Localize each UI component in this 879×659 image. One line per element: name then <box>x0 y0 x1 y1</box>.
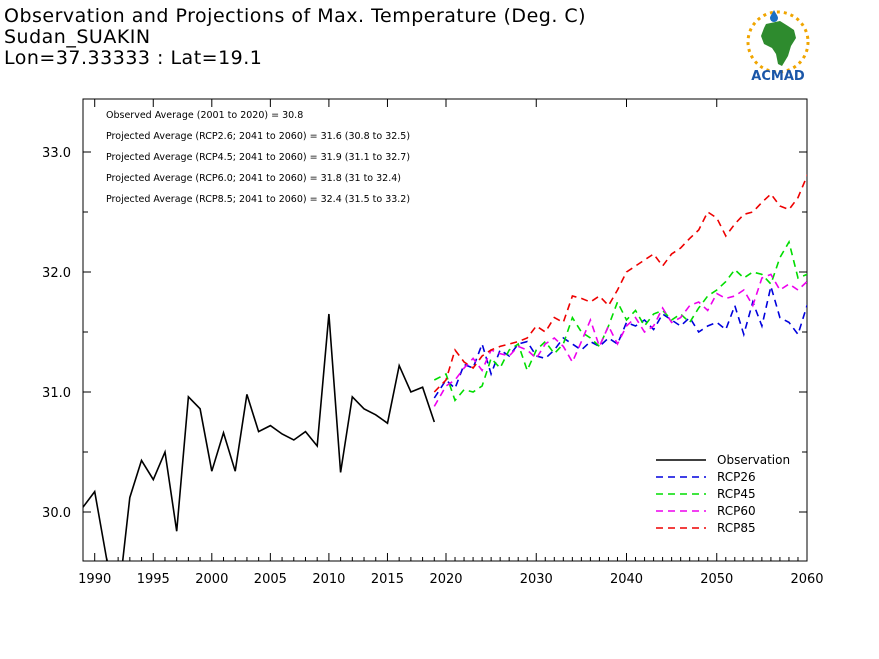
station-coordinates: Lon=37.33333 : Lat=19.1 <box>4 47 263 69</box>
annotation-text: Projected Average (RCP2.6; 2041 to 2060)… <box>106 131 410 142</box>
africa-shape <box>761 21 796 66</box>
x-tick-label: 2050 <box>700 572 733 587</box>
x-tick-label: 2030 <box>520 572 553 587</box>
x-tick-label: 2060 <box>790 572 823 587</box>
y-tick-label: 32.0 <box>42 266 71 281</box>
x-tick-label: 2000 <box>195 572 228 587</box>
x-tick-label: 2010 <box>312 572 345 587</box>
series-line-observation <box>83 313 436 561</box>
plot-frame <box>82 98 808 562</box>
legend-label: RCP85 <box>717 521 756 535</box>
legend-label: Observation <box>717 453 790 467</box>
x-tick-label: 2015 <box>371 572 404 587</box>
annotations: Observed Average (2001 to 2020) = 30.8 Pr… <box>106 110 410 205</box>
series-line-rcp85 <box>433 174 807 393</box>
x-tick-label: 2040 <box>610 572 643 587</box>
series-line-rcp60 <box>433 273 807 407</box>
y-tick-label: 31.0 <box>42 386 71 401</box>
series-line-rcp45 <box>433 239 807 402</box>
logo-text: ACMAD <box>751 69 805 84</box>
logo-rays <box>746 10 810 74</box>
series-lines <box>83 174 807 561</box>
annotation-text: Observed Average (2001 to 2020) = 30.8 <box>106 110 303 121</box>
chart-title: Observation and Projections of Max. Temp… <box>4 5 587 27</box>
water-drop-icon <box>770 10 778 22</box>
chart-header: Observation and Projections of Max. Temp… <box>4 6 586 69</box>
annotation-text: Projected Average (RCP4.5; 2041 to 2060)… <box>106 152 410 163</box>
series-line-rcp26 <box>433 286 807 399</box>
x-axis: 1990 1995 2000 2005 2010 2015 2020 2030 2040 2050… <box>78 99 824 587</box>
legend-label: RCP60 <box>717 504 756 518</box>
legend-label: RCP45 <box>717 487 756 501</box>
africa-map-logo-icon: ACMAD <box>740 8 816 84</box>
annotation-text: Projected Average (RCP6.0; 2041 to 2060)… <box>106 173 401 184</box>
legend: Observation RCP26 RCP45 RCP60 RCP85 <box>656 453 790 535</box>
x-tick-label: 2005 <box>254 572 287 587</box>
x-tick-label: 1990 <box>78 572 111 587</box>
y-axis: 30.0 31.0 32.0 33.0 <box>42 146 807 521</box>
station-name: Sudan_SUAKIN <box>4 26 151 48</box>
x-tick-label: 2020 <box>429 572 462 587</box>
y-tick-label: 33.0 <box>42 146 71 161</box>
annotation-text: Projected Average (RCP8.5; 2041 to 2060)… <box>106 194 410 205</box>
legend-label: RCP26 <box>717 470 756 484</box>
x-tick-label: 1995 <box>137 572 170 587</box>
y-tick-label: 30.0 <box>42 506 71 521</box>
